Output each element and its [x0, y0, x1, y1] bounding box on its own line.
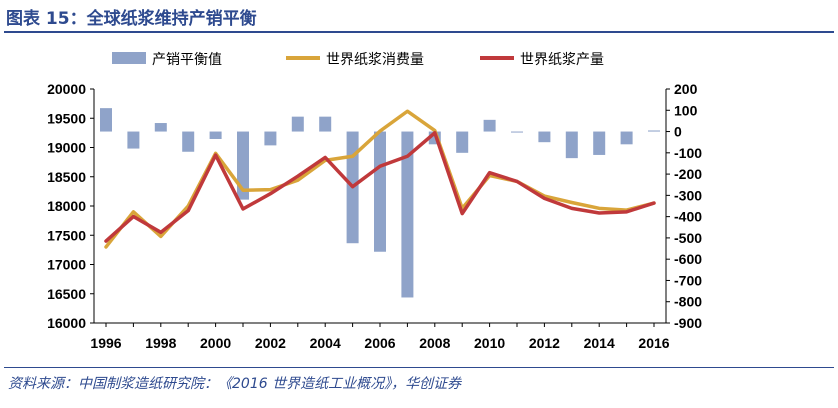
left-tick-label: 18500 [47, 169, 86, 185]
balance-bar [538, 131, 551, 143]
balance-bar [374, 131, 386, 252]
balance-bar [511, 131, 523, 133]
right-tick-label: -700 [674, 272, 702, 288]
chart-title: 图表 15：全球纸浆维持产销平衡 [6, 9, 257, 29]
left-tick-label: 16500 [47, 286, 86, 302]
balance-bar [127, 131, 140, 149]
x-tick-label: 2002 [255, 335, 286, 351]
left-tick-label: 17000 [47, 257, 86, 273]
balance-bar [209, 131, 222, 139]
legend-balance-label: 产销平衡值 [152, 52, 222, 68]
right-tick-label: -600 [674, 251, 702, 267]
balance-bar [565, 131, 578, 159]
right-tick-label: -100 [674, 145, 702, 161]
balance-bar [182, 131, 195, 152]
x-tick-label: 1996 [90, 335, 121, 351]
balance-bar [456, 131, 469, 153]
right-tick-label: -200 [674, 166, 702, 182]
title-divider [4, 31, 834, 33]
balance-bar [319, 116, 332, 132]
legend-production-label: 世界纸浆产量 [520, 52, 604, 68]
balance-bar [264, 131, 277, 146]
x-tick-label: 2012 [529, 335, 560, 351]
production-line [104, 131, 656, 243]
x-tick-label: 2014 [584, 335, 615, 351]
right-tick-label: 200 [674, 81, 698, 97]
right-tick-label: -300 [674, 187, 702, 203]
left-tick-label: 17500 [47, 227, 86, 243]
balance-bar [237, 131, 249, 200]
balance-bar [154, 123, 167, 132]
balance-bar [593, 131, 606, 155]
right-tick-label: 0 [674, 124, 682, 140]
balance-bar [483, 119, 496, 132]
right-tick-label: -400 [674, 209, 702, 225]
left-tick-label: 18000 [47, 198, 86, 214]
balance-bar [401, 131, 414, 298]
x-tick-label: 2006 [364, 335, 395, 351]
x-tick-label: 2008 [419, 335, 450, 351]
legend-consumption-label: 世界纸浆消费量 [326, 52, 424, 68]
x-tick-label: 2016 [638, 335, 669, 351]
footer-divider [4, 367, 834, 368]
source-note: 资料来源：中国制浆造纸研究院：《2016 世界造纸工业概况》，华创证券 [8, 376, 462, 392]
right-tick-label: -900 [674, 315, 702, 331]
balance-bar [100, 108, 112, 132]
x-tick-label: 2010 [474, 335, 505, 351]
balance-bar [291, 116, 304, 132]
balance-bar [620, 131, 633, 145]
balance-bar [648, 130, 660, 132]
right-tick-label: -500 [674, 230, 702, 246]
x-tick-label: 2004 [310, 335, 341, 351]
x-tick-label: 1998 [145, 335, 176, 351]
left-tick-label: 19500 [47, 110, 86, 126]
left-tick-label: 20000 [47, 81, 86, 97]
x-tick-label: 2000 [200, 335, 231, 351]
left-tick-label: 16000 [47, 315, 86, 331]
right-tick-label: 100 [674, 102, 698, 118]
right-tick-label: -800 [674, 294, 702, 310]
left-tick-label: 19000 [47, 140, 86, 156]
legend-balance-swatch [112, 52, 146, 64]
